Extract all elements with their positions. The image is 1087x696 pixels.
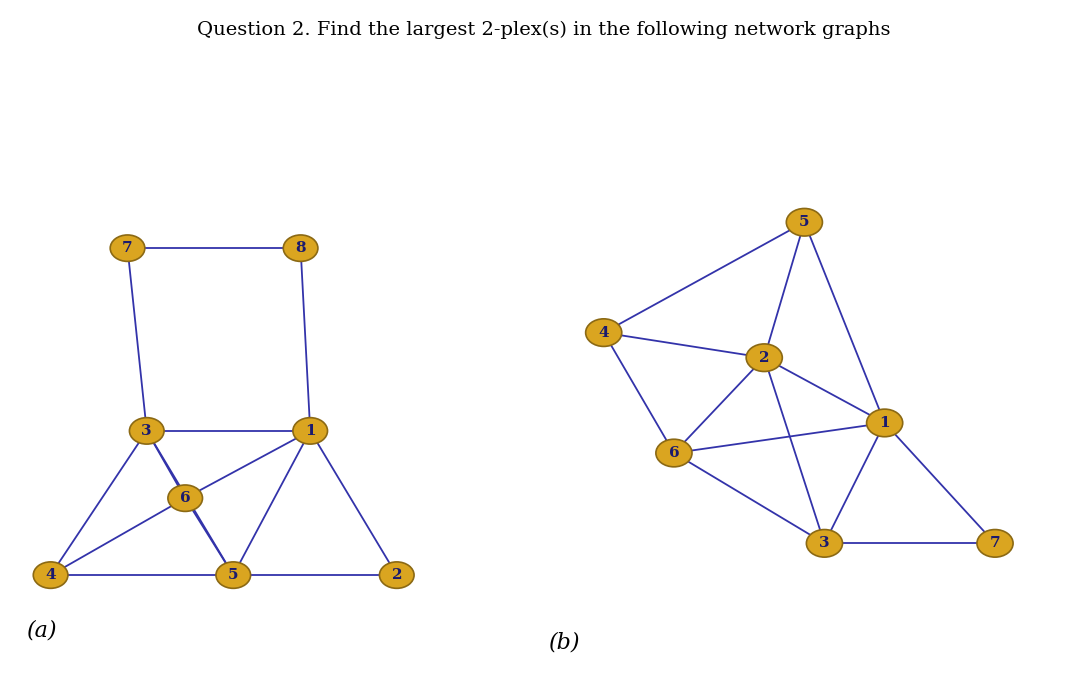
Ellipse shape bbox=[977, 530, 1013, 557]
Text: Question 2. Find the largest 2-plex(s) in the following network graphs: Question 2. Find the largest 2-plex(s) i… bbox=[197, 21, 890, 39]
Ellipse shape bbox=[746, 344, 783, 372]
Text: 5: 5 bbox=[799, 215, 810, 229]
Ellipse shape bbox=[807, 530, 842, 557]
Text: 6: 6 bbox=[669, 446, 679, 460]
Ellipse shape bbox=[866, 409, 902, 436]
Text: 2: 2 bbox=[391, 568, 402, 582]
Text: 7: 7 bbox=[989, 537, 1000, 551]
Text: 3: 3 bbox=[141, 424, 152, 438]
Text: 4: 4 bbox=[598, 326, 609, 340]
Ellipse shape bbox=[110, 235, 145, 262]
Ellipse shape bbox=[167, 485, 202, 512]
Text: 4: 4 bbox=[46, 568, 55, 582]
Text: 8: 8 bbox=[296, 242, 305, 255]
Ellipse shape bbox=[34, 562, 67, 588]
Ellipse shape bbox=[292, 418, 327, 444]
Text: (a): (a) bbox=[27, 620, 58, 642]
Text: 2: 2 bbox=[759, 351, 770, 365]
Text: 7: 7 bbox=[122, 242, 133, 255]
Ellipse shape bbox=[129, 418, 164, 444]
Text: 1: 1 bbox=[879, 416, 890, 430]
Text: 6: 6 bbox=[179, 491, 190, 505]
Ellipse shape bbox=[655, 439, 692, 467]
Ellipse shape bbox=[786, 209, 823, 236]
Ellipse shape bbox=[284, 235, 317, 262]
Text: (b): (b) bbox=[549, 631, 580, 654]
Ellipse shape bbox=[379, 562, 414, 588]
Text: 5: 5 bbox=[228, 568, 238, 582]
Text: 1: 1 bbox=[304, 424, 315, 438]
Ellipse shape bbox=[216, 562, 251, 588]
Ellipse shape bbox=[586, 319, 622, 347]
Text: 3: 3 bbox=[820, 537, 829, 551]
